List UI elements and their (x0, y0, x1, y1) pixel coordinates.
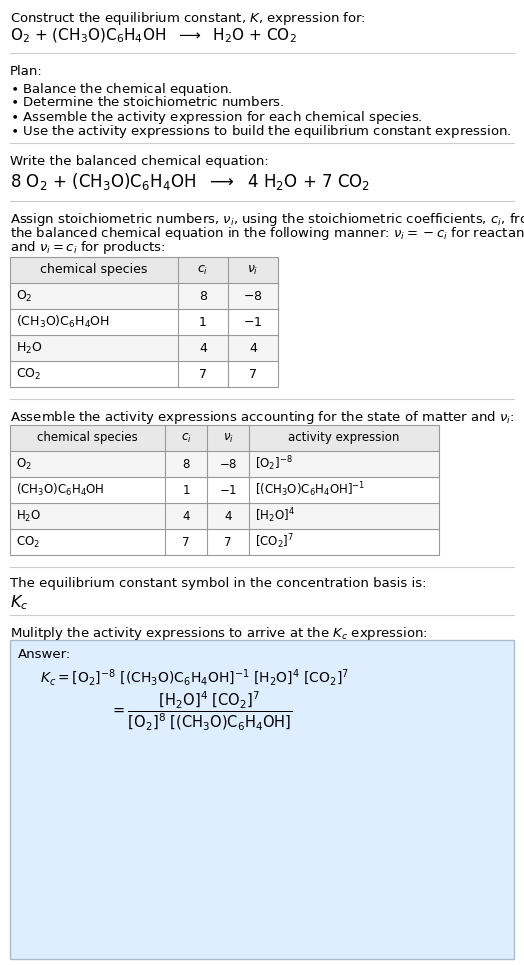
Bar (10, 477, 439, 503)
Text: $[\mathrm{O_2}]^{-8}$: $[\mathrm{O_2}]^{-8}$ (255, 455, 293, 474)
Text: $-1$: $-1$ (219, 483, 237, 497)
Text: $[\mathrm{CO_2}]^{7}$: $[\mathrm{CO_2}]^{7}$ (255, 533, 294, 551)
Text: Construct the equilibrium constant, $K$, expression for:: Construct the equilibrium constant, $K$,… (10, 10, 366, 27)
Text: Plan:: Plan: (10, 65, 43, 78)
Bar (10, 309, 278, 335)
Bar (10, 451, 439, 477)
Text: 8: 8 (182, 457, 190, 471)
Bar (10, 529, 439, 555)
Text: 7: 7 (199, 368, 207, 380)
Text: Mulitply the activity expressions to arrive at the $K_c$ expression:: Mulitply the activity expressions to arr… (10, 625, 428, 642)
Text: $\nu_i$: $\nu_i$ (223, 431, 233, 445)
Text: Write the balanced chemical equation:: Write the balanced chemical equation: (10, 155, 269, 168)
Text: $c_i$: $c_i$ (181, 431, 191, 445)
Text: $\mathrm{H_2O}$: $\mathrm{H_2O}$ (16, 341, 42, 355)
Text: $\bullet$ Assemble the activity expression for each chemical species.: $\bullet$ Assemble the activity expressi… (10, 109, 423, 126)
Text: $-1$: $-1$ (243, 316, 263, 328)
Text: 4: 4 (249, 342, 257, 354)
Text: 7: 7 (182, 536, 190, 548)
Text: $[({\rm CH_3O}){\rm C_6H_4OH}]^{-1}$: $[({\rm CH_3O}){\rm C_6H_4OH}]^{-1}$ (255, 481, 365, 499)
Bar (10, 503, 439, 529)
Text: 4: 4 (224, 510, 232, 522)
Text: $\mathrm{O_2}$: $\mathrm{O_2}$ (16, 289, 32, 304)
Text: Answer:: Answer: (18, 648, 71, 661)
Text: 4: 4 (199, 342, 207, 354)
Text: activity expression: activity expression (288, 431, 400, 445)
Text: $\mathrm{O_2}$: $\mathrm{O_2}$ (16, 456, 32, 472)
Text: $\mathrm{H_2O}$: $\mathrm{H_2O}$ (16, 509, 41, 524)
Text: chemical species: chemical species (40, 263, 148, 277)
Text: The equilibrium constant symbol in the concentration basis is:: The equilibrium constant symbol in the c… (10, 577, 427, 590)
Bar (10, 425, 439, 555)
Bar (10, 361, 278, 387)
Text: chemical species: chemical species (37, 431, 138, 445)
Text: 4: 4 (182, 510, 190, 522)
Text: $\bullet$ Balance the chemical equation.: $\bullet$ Balance the chemical equation. (10, 81, 233, 98)
Text: 1: 1 (182, 483, 190, 497)
Bar (10, 335, 278, 361)
Text: $-8$: $-8$ (243, 290, 263, 302)
Text: $= \dfrac{[\mathrm{H_2O}]^4\ [\mathrm{CO_2}]^7}{[\mathrm{O_2}]^8\ [(\mathrm{CH_3: $= \dfrac{[\mathrm{H_2O}]^4\ [\mathrm{CO… (110, 690, 292, 733)
Text: 1: 1 (199, 316, 207, 328)
Text: and $\nu_i = c_i$ for products:: and $\nu_i = c_i$ for products: (10, 239, 166, 256)
Text: $c_i$: $c_i$ (198, 263, 209, 277)
Bar (10, 257, 278, 387)
Text: $K_c$: $K_c$ (10, 593, 28, 612)
Text: $\bullet$ Determine the stoichiometric numbers.: $\bullet$ Determine the stoichiometric n… (10, 95, 285, 109)
Bar (10, 640, 514, 959)
Text: 7: 7 (249, 368, 257, 380)
Text: $\mathrm{O_2}$ + (CH$_3$O)C$_6$H$_4$OH  $\longrightarrow$  H$_2$O + CO$_2$: $\mathrm{O_2}$ + (CH$_3$O)C$_6$H$_4$OH $… (10, 27, 297, 45)
Text: $K_c = [\mathrm{O_2}]^{-8}\ [(\mathrm{CH_3O})\mathrm{C_6H_4OH}]^{-1}\ [\mathrm{H: $K_c = [\mathrm{O_2}]^{-8}\ [(\mathrm{CH… (40, 668, 349, 688)
Text: $\mathrm{CO_2}$: $\mathrm{CO_2}$ (16, 535, 40, 549)
Text: 7: 7 (224, 536, 232, 548)
Bar (10, 257, 278, 283)
Text: the balanced chemical equation in the following manner: $\nu_i = -c_i$ for react: the balanced chemical equation in the fo… (10, 225, 524, 242)
Text: Assemble the activity expressions accounting for the state of matter and $\nu_i$: Assemble the activity expressions accoun… (10, 409, 515, 426)
Text: $\bullet$ Use the activity expressions to build the equilibrium constant express: $\bullet$ Use the activity expressions t… (10, 123, 511, 140)
Text: Assign stoichiometric numbers, $\nu_i$, using the stoichiometric coefficients, $: Assign stoichiometric numbers, $\nu_i$, … (10, 211, 524, 228)
Bar (10, 283, 278, 309)
Text: $({\rm CH_3O}){\rm C_6H_4OH}$: $({\rm CH_3O}){\rm C_6H_4OH}$ (16, 482, 104, 498)
Text: $\mathrm{CO_2}$: $\mathrm{CO_2}$ (16, 367, 41, 381)
Text: 8: 8 (199, 290, 207, 302)
Text: $\nu_i$: $\nu_i$ (247, 263, 259, 277)
Text: $[\mathrm{H_2O}]^{4}$: $[\mathrm{H_2O}]^{4}$ (255, 507, 295, 525)
Text: $({\rm CH_3O}){\rm C_6H_4OH}$: $({\rm CH_3O}){\rm C_6H_4OH}$ (16, 314, 110, 330)
Text: $8\ \mathrm{O_2}$ + (CH$_3$O)C$_6$H$_4$OH  $\longrightarrow$  4 H$_2$O + 7 CO$_2: $8\ \mathrm{O_2}$ + (CH$_3$O)C$_6$H$_4$O… (10, 171, 370, 192)
Bar (10, 425, 439, 451)
Text: $-8$: $-8$ (219, 457, 237, 471)
